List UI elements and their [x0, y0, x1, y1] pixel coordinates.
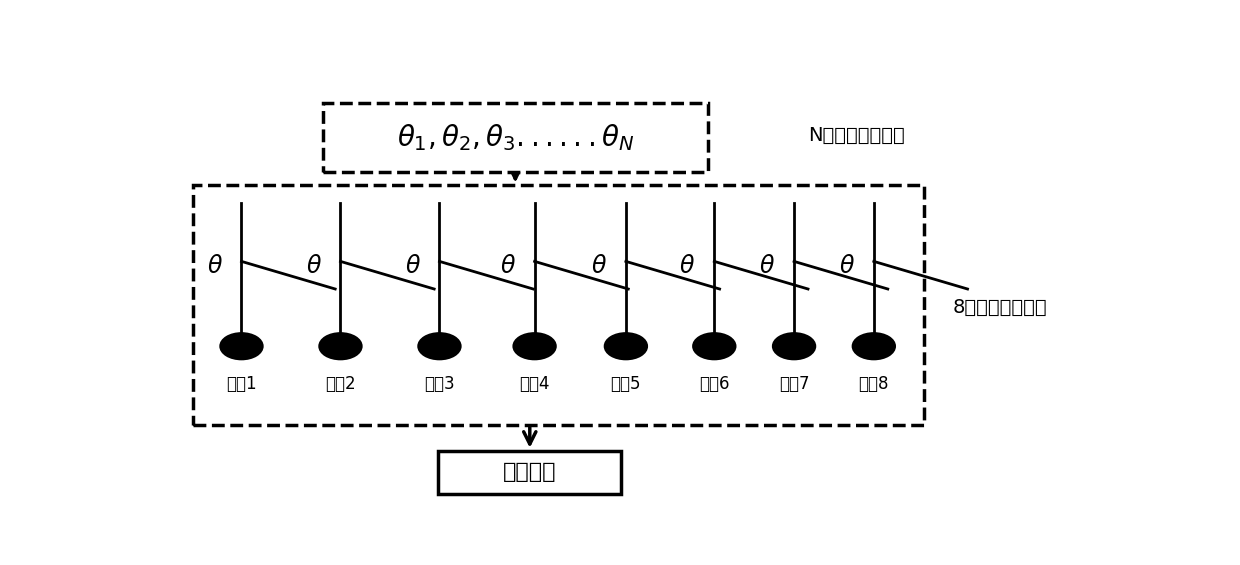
Text: $\theta$: $\theta$ [404, 254, 420, 278]
Text: N个信号源入射角: N个信号源入射角 [808, 126, 905, 145]
Ellipse shape [693, 333, 735, 359]
Text: $\theta$: $\theta$ [680, 254, 696, 278]
Ellipse shape [320, 333, 362, 359]
Bar [324, 103, 708, 172]
Text: 阵元1: 阵元1 [226, 375, 257, 393]
Ellipse shape [221, 333, 263, 359]
Text: $\theta_1, \theta_2, \theta_3......\theta_N$: $\theta_1, \theta_2, \theta_3......\thet… [397, 122, 634, 153]
Ellipse shape [605, 333, 647, 359]
Bar [193, 185, 924, 424]
Text: $\theta$: $\theta$ [305, 254, 321, 278]
Bar [439, 451, 621, 494]
Ellipse shape [418, 333, 460, 359]
Text: $\theta$: $\theta$ [839, 254, 854, 278]
Text: $\theta$: $\theta$ [500, 254, 516, 278]
Text: 接收数据: 接收数据 [503, 462, 557, 483]
Ellipse shape [853, 333, 895, 359]
Ellipse shape [513, 333, 556, 359]
Text: $\theta$: $\theta$ [759, 254, 775, 278]
Text: 阵元4: 阵元4 [520, 375, 549, 393]
Text: $\theta$: $\theta$ [591, 254, 608, 278]
Text: 8单元均匀天线阵: 8单元均匀天线阵 [952, 298, 1048, 316]
Text: 阵元2: 阵元2 [325, 375, 356, 393]
Text: 阵元8: 阵元8 [858, 375, 889, 393]
Text: 阵元7: 阵元7 [779, 375, 810, 393]
Ellipse shape [773, 333, 815, 359]
Text: 阵元3: 阵元3 [424, 375, 455, 393]
Text: 阵元5: 阵元5 [610, 375, 641, 393]
Text: $\theta$: $\theta$ [207, 254, 223, 278]
Text: 阵元6: 阵元6 [699, 375, 729, 393]
